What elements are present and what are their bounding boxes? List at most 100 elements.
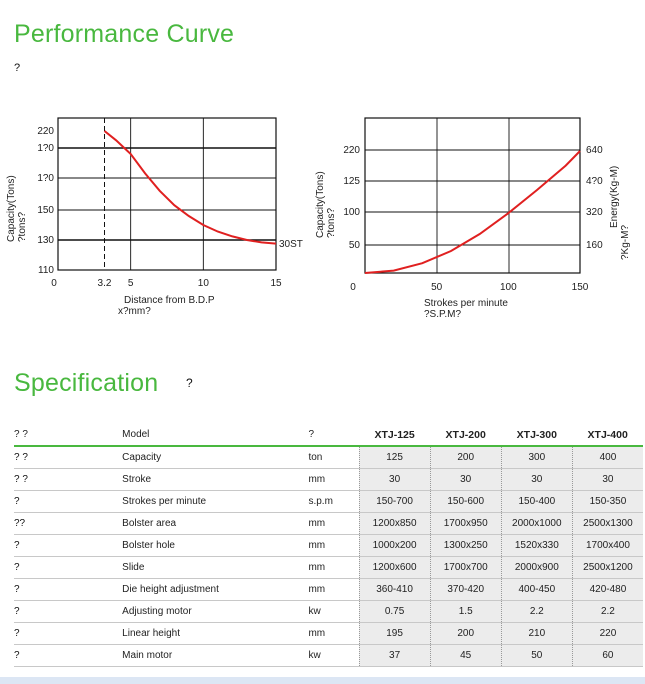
row-value: 50 xyxy=(500,644,573,667)
row-value: 220 xyxy=(571,622,643,645)
row-col1: ? xyxy=(14,622,123,645)
row-value: 2000x900 xyxy=(500,556,573,579)
x-axis-label: Distance from B.D.P xyxy=(124,295,215,306)
row-col1: ? xyxy=(14,490,123,513)
header-model: Model xyxy=(122,424,309,447)
row-value: 30 xyxy=(500,468,573,491)
row-value: 1520x330 xyxy=(500,534,573,557)
y2-tick-label: 640 xyxy=(586,145,603,156)
row-value: 210 xyxy=(500,622,573,645)
x-tick-label: 100 xyxy=(500,282,517,293)
row-value: 300 xyxy=(500,446,573,469)
row-label: Bolster area xyxy=(122,512,309,535)
row-value: 2.2 xyxy=(571,600,643,623)
table-row: ? Main motor kw 37 45 50 60 xyxy=(14,644,643,667)
row-value: 200 xyxy=(429,622,502,645)
row-value: 125 xyxy=(358,446,431,469)
x-tick-label: 5 xyxy=(128,278,134,289)
row-unit: mm xyxy=(308,468,360,491)
row-value: 1.5 xyxy=(429,600,502,623)
table-row: ? Slide mm 1200x600 1700x700 2000x900 2500x120… xyxy=(14,556,643,579)
row-value: 1700x700 xyxy=(429,556,502,579)
y-axis-label: Capacity(Tons) xyxy=(6,175,17,242)
row-value: 150-600 xyxy=(429,490,502,513)
model-xtj-400: XTJ-400 xyxy=(572,424,643,447)
row-col1: ? xyxy=(14,578,123,601)
chart-capacity-spm: 0 50 100 150 220 125 100 50 640 4?0 320 160 Strokes … xyxy=(315,117,631,320)
row-unit: kw xyxy=(308,644,360,667)
row-label: Main motor xyxy=(122,644,309,667)
row-label: Slide xyxy=(122,556,309,579)
row-col1: ? ? xyxy=(14,468,123,491)
row-unit: kw xyxy=(308,600,360,623)
row-value: 195 xyxy=(358,622,431,645)
row-value: 400 xyxy=(571,446,643,469)
table-row: ? ? Stroke mm 30 30 30 30 xyxy=(14,468,643,491)
performance-curve-title: Performance Curve xyxy=(14,20,235,48)
y-tick-label: 150 xyxy=(37,205,54,216)
row-label: Bolster hole xyxy=(122,534,309,557)
bottom-bar xyxy=(0,677,645,684)
table-row: ? Die height adjustment mm 360-410 370-420 40… xyxy=(14,578,643,601)
row-value: 1700x400 xyxy=(571,534,643,557)
y-tick-label: 125 xyxy=(343,176,360,187)
row-label: Stroke xyxy=(122,468,309,491)
model-xtj-300: XTJ-300 xyxy=(501,424,573,447)
y2-tick-label: 4?0 xyxy=(586,176,603,187)
x-tick-label: 0 xyxy=(51,278,57,289)
model-xtj-200: XTJ-200 xyxy=(430,424,502,447)
x-tick-label: 150 xyxy=(572,282,589,293)
y2-axis-label: Energy(Kg-M) xyxy=(609,166,620,228)
row-value: 45 xyxy=(429,644,502,667)
spec-header-row: ? ? Model ? XTJ-125 XTJ-200 XTJ-300 XTJ-… xyxy=(14,424,643,447)
y-axis-label: Capacity(Tons) xyxy=(315,171,326,238)
chart-capacity-distance: 0 3.2 5 10 15 220 1?0 1?0 150 130 110 Distance from… xyxy=(6,117,303,317)
x-axis-unit: ?S.P.M? xyxy=(424,309,461,320)
row-value: 150-400 xyxy=(500,490,573,513)
y-tick-label: 110 xyxy=(38,265,54,276)
row-unit: ton xyxy=(308,446,360,469)
row-value: 2500x1200 xyxy=(571,556,643,579)
y2-axis-unit: ?Kg-M? xyxy=(620,225,631,260)
specification-title: Specification xyxy=(14,369,159,397)
row-value: 60 xyxy=(571,644,643,667)
row-col1: ? xyxy=(14,556,123,579)
title-note: ? xyxy=(14,62,21,74)
row-label: Adjusting motor xyxy=(122,600,309,623)
series-line-energy xyxy=(364,150,581,274)
row-value: 0.75 xyxy=(358,600,431,623)
row-value: 30 xyxy=(429,468,502,491)
header-col1: ? ? xyxy=(14,424,123,447)
y-tick-label: 1?0 xyxy=(37,143,54,154)
specification-note: ? xyxy=(186,376,193,390)
table-row: ? Strokes per minute s.p.m 150-700 150-600 15… xyxy=(14,490,643,513)
performance-charts: 0 3.2 5 10 15 220 1?0 1?0 150 130 110 Distance from… xyxy=(6,117,631,320)
row-value: 370-420 xyxy=(429,578,502,601)
y-axis-unit: ?tons? xyxy=(326,208,337,238)
row-value: 30 xyxy=(571,468,643,491)
x-tick-label: 3.2 xyxy=(98,278,112,289)
row-value: 1300x250 xyxy=(429,534,502,557)
row-col1: ? xyxy=(14,534,123,557)
y-tick-label: 1?0 xyxy=(37,173,54,184)
plot-frame xyxy=(57,117,277,271)
row-value: 150-350 xyxy=(571,490,643,513)
row-unit: mm xyxy=(308,534,360,557)
row-unit: s.p.m xyxy=(308,490,360,513)
row-value: 2.2 xyxy=(500,600,573,623)
x-axis-unit: x?mm? xyxy=(118,306,151,317)
specification-table: ? ? Model ? XTJ-125 XTJ-200 XTJ-300 XTJ-… xyxy=(14,424,643,667)
y-tick-label: 50 xyxy=(349,240,361,251)
row-col1: ? ? xyxy=(14,446,123,469)
series-line-30st xyxy=(103,130,277,245)
row-label: Capacity xyxy=(122,446,309,469)
row-value: 1700x950 xyxy=(429,512,502,535)
row-value: 2500x1300 xyxy=(571,512,643,535)
x-tick-label: 15 xyxy=(270,278,282,289)
row-value: 30 xyxy=(358,468,431,491)
table-row: ? Adjusting motor kw 0.75 1.5 2.2 2.2 xyxy=(14,600,643,623)
row-col1: ? xyxy=(14,644,123,667)
y-axis-unit: ?tons? xyxy=(17,212,28,242)
table-row: ? Linear height mm 195 200 210 220 xyxy=(14,622,643,645)
row-unit: mm xyxy=(308,622,360,645)
